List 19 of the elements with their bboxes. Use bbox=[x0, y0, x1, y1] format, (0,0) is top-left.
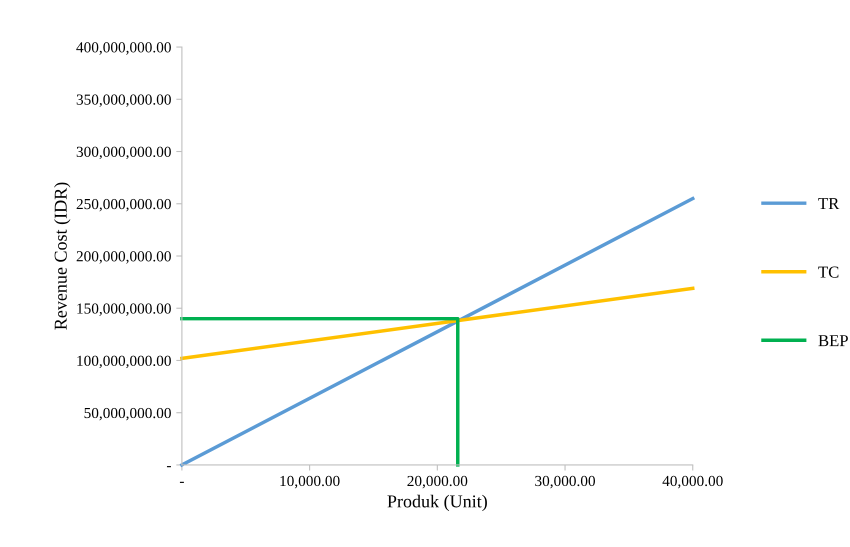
y-tick-label: 200,000,000.00 bbox=[76, 251, 171, 264]
legend-label: BEP bbox=[818, 335, 848, 346]
y-tick-label: 100,000,000.00 bbox=[77, 356, 171, 368]
y-tick-label: 250,000,000.00 bbox=[76, 198, 171, 212]
x-axis-title: Produk (Unit) bbox=[387, 494, 487, 512]
y-tick-label: - bbox=[166, 466, 171, 468]
y-tick-label: 300,000,000.00 bbox=[76, 146, 171, 160]
y-axis-title: Revenue Cost (IDR) bbox=[54, 182, 70, 330]
x-tick-label: 20,000.00 bbox=[407, 476, 468, 488]
x-tick-label: 10,000.00 bbox=[280, 476, 340, 488]
y-tick-label: 400,000,000.00 bbox=[76, 42, 171, 55]
y-tick-label: 350,000,000.00 bbox=[76, 94, 171, 107]
legend-label: TR bbox=[818, 198, 840, 210]
y-tick-label: 150,000,000.00 bbox=[77, 303, 171, 316]
y-tick-label: 50,000,000.00 bbox=[84, 408, 171, 420]
legend-label: TC bbox=[818, 266, 838, 278]
x-tick-label: 40,000.00 bbox=[662, 476, 723, 488]
x-tick-label: 30,000.00 bbox=[535, 476, 596, 488]
x-tick-label: - bbox=[180, 482, 184, 483]
